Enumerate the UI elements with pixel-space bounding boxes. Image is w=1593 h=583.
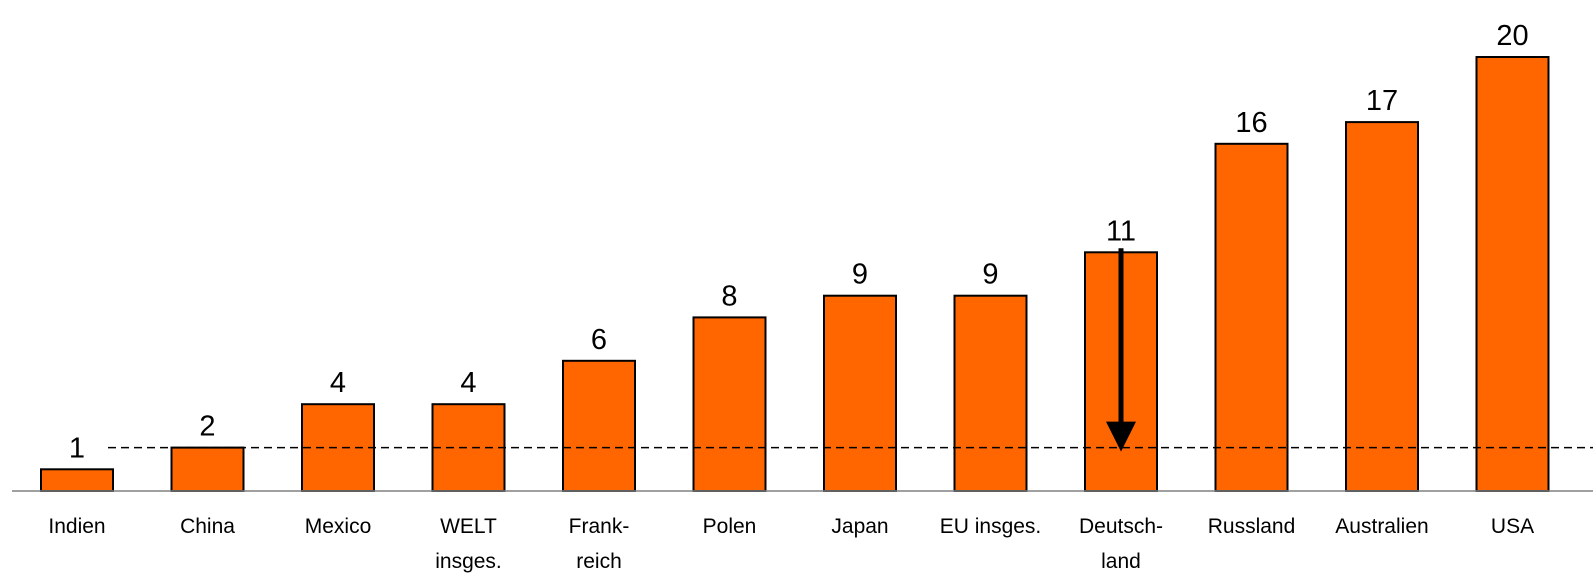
- bar: [692, 316, 767, 492]
- arrow-down-icon: [1106, 421, 1136, 452]
- x-tick-label: Australien: [1335, 515, 1428, 538]
- arrow-group: [1106, 248, 1136, 452]
- bar-value-label: 20: [1496, 20, 1528, 52]
- bar-value-label: 4: [460, 367, 476, 399]
- x-tick-label: EU insges.: [940, 515, 1042, 538]
- x-tick-label: USA: [1491, 515, 1534, 538]
- category-labels-group: Indien China Mexico WELT insges. Frank-reich P…: [48, 515, 1534, 573]
- x-tick-label: Polen: [703, 515, 757, 538]
- bar: [823, 294, 897, 493]
- x-tick-label: Deutsch-land: [1079, 515, 1163, 573]
- value-labels-group: 1 2 4 4 6 8 9 9 11 16 17 20: [69, 20, 1529, 464]
- bar-value-label: 8: [721, 280, 737, 312]
- bar: [431, 403, 506, 493]
- bar: [301, 403, 375, 493]
- bar: [953, 294, 1028, 493]
- bars-group: [40, 56, 1550, 493]
- bar: [1214, 142, 1289, 493]
- bar: [40, 468, 114, 492]
- x-tick-label: Frank-reich: [569, 515, 630, 573]
- bar: [562, 359, 636, 492]
- x-tick-label: Mexico: [305, 515, 372, 538]
- x-tick-label: Indien: [48, 515, 105, 538]
- bar-value-label: 2: [199, 411, 215, 443]
- x-tick-label: Russland: [1208, 515, 1296, 538]
- x-tick-label: Japan: [831, 515, 888, 538]
- x-tick-label: WELT insges.: [435, 515, 502, 573]
- bar-value-label: 1: [69, 432, 85, 464]
- bar: [1475, 56, 1550, 492]
- bar: [170, 446, 245, 493]
- bar-value-label: 9: [852, 259, 868, 291]
- bar-value-label: 4: [330, 367, 346, 399]
- bar: [1345, 121, 1419, 492]
- bar-value-label: 16: [1235, 107, 1267, 139]
- x-tick-label: China: [180, 515, 235, 538]
- bar-value-label: 11: [1106, 215, 1136, 247]
- bar-value-label: 9: [982, 259, 998, 291]
- bar-value-label: 17: [1366, 85, 1398, 117]
- bar-value-label: 6: [591, 324, 607, 356]
